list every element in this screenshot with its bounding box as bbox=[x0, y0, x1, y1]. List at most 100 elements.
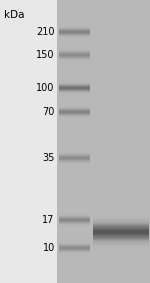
Bar bbox=[58, 110, 90, 111]
Bar bbox=[58, 220, 90, 221]
Bar bbox=[93, 233, 148, 234]
Bar bbox=[58, 165, 90, 166]
Bar bbox=[58, 64, 90, 65]
Bar bbox=[58, 38, 90, 39]
Bar bbox=[93, 254, 148, 255]
Bar bbox=[58, 161, 90, 162]
Bar bbox=[58, 25, 90, 26]
Bar bbox=[58, 37, 90, 38]
Bar bbox=[58, 245, 90, 246]
Bar bbox=[58, 87, 90, 88]
Bar bbox=[58, 86, 90, 87]
Bar bbox=[58, 107, 90, 108]
Bar bbox=[58, 163, 90, 164]
Text: 150: 150 bbox=[36, 50, 55, 60]
Bar bbox=[58, 117, 90, 118]
Bar bbox=[93, 235, 148, 236]
Bar bbox=[58, 250, 90, 251]
Bar bbox=[93, 212, 148, 213]
Bar bbox=[58, 78, 90, 79]
Bar bbox=[58, 162, 90, 163]
Bar bbox=[93, 213, 148, 214]
Bar bbox=[58, 164, 90, 165]
Bar bbox=[58, 108, 90, 109]
Bar bbox=[93, 244, 148, 245]
Bar bbox=[58, 111, 90, 112]
Bar bbox=[58, 56, 90, 57]
Bar bbox=[58, 160, 90, 161]
Bar bbox=[58, 30, 90, 31]
Bar bbox=[58, 61, 90, 62]
Bar bbox=[58, 51, 90, 52]
Bar bbox=[93, 229, 148, 230]
Bar bbox=[58, 212, 90, 213]
Bar bbox=[58, 157, 90, 158]
Bar bbox=[58, 84, 90, 85]
Bar bbox=[58, 41, 90, 42]
Bar bbox=[58, 31, 90, 32]
Bar bbox=[58, 114, 90, 115]
Bar bbox=[58, 118, 90, 119]
Bar bbox=[58, 113, 90, 114]
Bar bbox=[93, 231, 148, 233]
Bar bbox=[58, 90, 90, 91]
Bar bbox=[93, 241, 148, 243]
Text: 17: 17 bbox=[42, 215, 55, 225]
Bar bbox=[93, 224, 148, 225]
Bar bbox=[58, 49, 90, 50]
Bar bbox=[93, 240, 148, 241]
Bar bbox=[58, 96, 90, 97]
Bar bbox=[58, 47, 90, 48]
Bar bbox=[93, 237, 148, 239]
Bar bbox=[58, 244, 90, 245]
Bar bbox=[58, 149, 90, 150]
Bar bbox=[58, 221, 90, 222]
Text: 35: 35 bbox=[42, 153, 55, 163]
Text: kDa: kDa bbox=[4, 10, 24, 20]
Bar bbox=[93, 214, 148, 215]
Bar bbox=[58, 119, 90, 120]
Bar bbox=[58, 115, 90, 116]
Text: 210: 210 bbox=[36, 27, 55, 37]
Bar bbox=[58, 92, 90, 93]
Bar bbox=[93, 222, 148, 223]
Bar bbox=[58, 154, 90, 155]
Bar bbox=[58, 109, 90, 110]
Bar bbox=[58, 93, 90, 94]
Bar bbox=[58, 240, 90, 241]
Bar bbox=[58, 88, 90, 89]
Bar bbox=[58, 217, 90, 218]
Bar bbox=[58, 50, 90, 51]
Bar bbox=[58, 251, 90, 252]
Bar bbox=[58, 215, 90, 216]
Bar bbox=[58, 59, 90, 60]
Bar bbox=[58, 255, 90, 256]
Bar bbox=[58, 222, 90, 223]
Bar bbox=[58, 249, 90, 250]
Bar bbox=[58, 83, 90, 84]
Bar bbox=[93, 208, 148, 209]
Bar bbox=[93, 248, 148, 250]
Bar bbox=[58, 24, 90, 25]
Bar bbox=[58, 23, 90, 24]
Bar bbox=[58, 97, 90, 98]
Bar bbox=[58, 214, 90, 215]
Bar bbox=[58, 106, 90, 107]
Bar bbox=[58, 45, 90, 46]
Bar bbox=[58, 27, 90, 28]
Bar bbox=[58, 229, 90, 230]
Bar bbox=[58, 52, 90, 53]
Bar bbox=[93, 223, 148, 224]
Bar bbox=[58, 53, 90, 54]
Bar bbox=[58, 82, 90, 83]
Bar bbox=[58, 102, 90, 103]
Bar bbox=[58, 253, 90, 254]
Bar bbox=[58, 239, 90, 240]
Bar bbox=[93, 211, 148, 212]
Bar bbox=[58, 153, 90, 154]
Bar bbox=[93, 209, 148, 211]
Bar bbox=[58, 91, 90, 92]
Bar bbox=[58, 238, 90, 239]
Bar bbox=[93, 252, 148, 254]
Bar bbox=[58, 54, 90, 55]
